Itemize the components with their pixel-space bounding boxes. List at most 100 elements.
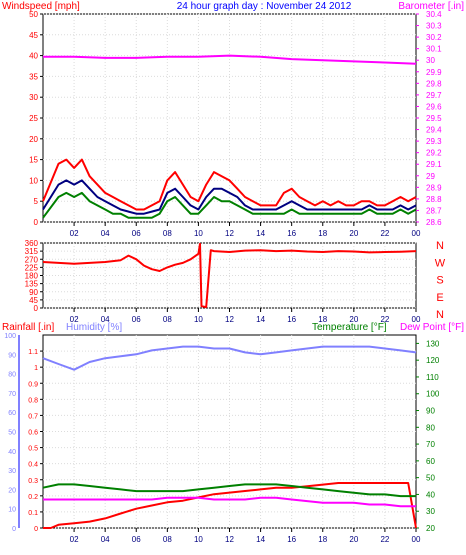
temperature-tick-label: 70 xyxy=(426,440,435,449)
barometer-tick-label: 28.9 xyxy=(426,183,442,192)
x-tick-label: 04 xyxy=(101,315,110,324)
x-tick-label: 20 xyxy=(349,535,358,544)
x-tick-label: 22 xyxy=(380,535,389,544)
rainfall-tick-label: 0.8 xyxy=(28,397,38,404)
x-tick-label: 16 xyxy=(287,535,296,544)
series-humidity xyxy=(42,345,417,371)
humidity-tick-label: 0 xyxy=(12,526,16,533)
direction-tick-label: 225 xyxy=(25,263,39,272)
rainfall-tick-label: 0.6 xyxy=(28,430,38,437)
windspeed-axis-label: Windspeed [mph] xyxy=(2,1,80,12)
barometer-tick-label: 29.5 xyxy=(426,114,442,123)
wind-x-ticks: 02 04 06 08 10 12 14 16 18 20 22 00 xyxy=(70,222,421,238)
direction-tick-label: 315 xyxy=(25,247,39,256)
chart-title: 24 hour graph day : November 24 2012 xyxy=(177,1,352,12)
humidity-tick-label: 100 xyxy=(4,333,16,340)
direction-tick-label: 360 xyxy=(25,239,39,248)
rainfall-tick-label: 0.9 xyxy=(28,381,38,388)
rainfall-tick-label: 0.2 xyxy=(28,494,38,501)
compass-label: W xyxy=(435,257,446,269)
barometer-tick-label: 29.4 xyxy=(426,126,442,135)
x-tick-label: 02 xyxy=(70,315,79,324)
x-tick-label: 10 xyxy=(194,315,203,324)
direction-tick-label: 180 xyxy=(25,272,39,281)
rainfall-tick-label: 0.5 xyxy=(28,446,38,453)
x-tick-label: 20 xyxy=(349,229,358,238)
x-tick-label: 06 xyxy=(132,315,141,324)
series-wind xyxy=(42,191,417,219)
x-tick-label: 02 xyxy=(70,229,79,238)
rainfall-tick-label: 0 xyxy=(34,526,38,533)
x-tick-label: 20 xyxy=(349,315,358,324)
rain-temp-grid xyxy=(43,335,416,529)
barometer-tick-label: 29 xyxy=(426,172,435,181)
barometer-axis-label: Barometer [.in] xyxy=(398,1,464,12)
windspeed-tick-label: 10 xyxy=(29,176,38,185)
x-tick-label: 14 xyxy=(256,229,265,238)
x-tick-label: 06 xyxy=(132,229,141,238)
series-gust xyxy=(42,158,417,211)
temperature-tick-label: 40 xyxy=(426,490,435,499)
rainfall-tick-label: 0.3 xyxy=(28,478,38,485)
x-tick-label: 18 xyxy=(318,315,327,324)
windspeed-tick-label: 45 xyxy=(29,31,38,40)
humidity-tick-label: 40 xyxy=(8,449,16,456)
barometer-tick-label: 30 xyxy=(426,56,435,65)
x-tick-label: 12 xyxy=(225,535,234,544)
direction-tick-label: 270 xyxy=(25,255,39,264)
barometer-tick-label: 29.3 xyxy=(426,137,442,146)
x-tick-label: 12 xyxy=(225,229,234,238)
series-average xyxy=(42,179,417,215)
rainfall-tick-label: 0.7 xyxy=(28,413,38,420)
wind-left-ticks: 0 5 10 15 20 25 30 35 40 45 50 xyxy=(29,10,43,227)
temperature-tick-label: 100 xyxy=(426,390,440,399)
windspeed-tick-label: 20 xyxy=(29,135,38,144)
barometer-tick-label: 30.4 xyxy=(426,10,442,19)
windspeed-tick-label: 35 xyxy=(29,72,38,81)
rain-temp-series xyxy=(42,345,417,529)
humidity-tick-label: 70 xyxy=(8,391,16,398)
temperature-axis-label: Temperature [°F] xyxy=(312,322,387,333)
x-tick-label: 00 xyxy=(412,535,421,544)
x-tick-label: 08 xyxy=(163,229,172,238)
barometer-tick-label: 29.9 xyxy=(426,68,442,77)
x-tick-label: 10 xyxy=(194,535,203,544)
barometer-right-ticks: 28.6 28.7 28.8 28.9 29 29.1 29.2 29.3 29.4 29.5 29… xyxy=(416,10,442,227)
rainfall-tick-label: 1.1 xyxy=(28,349,38,356)
direction-tick-label: 0 xyxy=(34,304,39,313)
series-dew-point xyxy=(43,496,416,508)
barometer-tick-label: 28.7 xyxy=(426,206,442,215)
humidity-ticks: 0 10 20 30 40 50 60 70 80 90 100 xyxy=(4,333,20,533)
barometer-tick-label: 29.8 xyxy=(426,79,442,88)
windspeed-tick-label: 5 xyxy=(34,197,39,206)
temperature-tick-label: 20 xyxy=(426,524,435,533)
humidity-tick-label: 80 xyxy=(8,372,16,379)
compass-label: N xyxy=(436,309,444,321)
x-tick-label: 22 xyxy=(380,315,389,324)
temperature-ticks: 20 30 40 50 60 70 80 90 100 110 120 130 xyxy=(416,339,440,533)
barometer-tick-label: 29.1 xyxy=(426,160,442,169)
x-tick-label: 06 xyxy=(132,535,141,544)
direction-tick-label: 135 xyxy=(25,280,39,289)
temperature-tick-label: 50 xyxy=(426,474,435,483)
temperature-tick-label: 30 xyxy=(426,507,435,516)
x-tick-label: 16 xyxy=(287,315,296,324)
rainfall-axis-label: Rainfall [.in] xyxy=(2,322,54,333)
dewpoint-axis-label: Dew Point [°F] xyxy=(400,322,464,333)
barometer-tick-label: 30.2 xyxy=(426,33,442,42)
humidity-tick-label: 20 xyxy=(8,487,16,494)
x-tick-label: 18 xyxy=(318,229,327,238)
x-tick-label: 14 xyxy=(256,535,265,544)
temperature-tick-label: 130 xyxy=(426,339,440,348)
x-tick-label: 02 xyxy=(70,535,79,544)
temperature-tick-label: 120 xyxy=(426,356,440,365)
barometer-tick-label: 29.2 xyxy=(426,149,442,158)
x-tick-label: 14 xyxy=(256,315,265,324)
windspeed-tick-label: 30 xyxy=(29,93,38,102)
series-rainfall xyxy=(43,482,417,529)
temperature-tick-label: 60 xyxy=(426,457,435,466)
windspeed-tick-label: 0 xyxy=(34,218,39,227)
direction-tick-label: 45 xyxy=(29,296,38,305)
